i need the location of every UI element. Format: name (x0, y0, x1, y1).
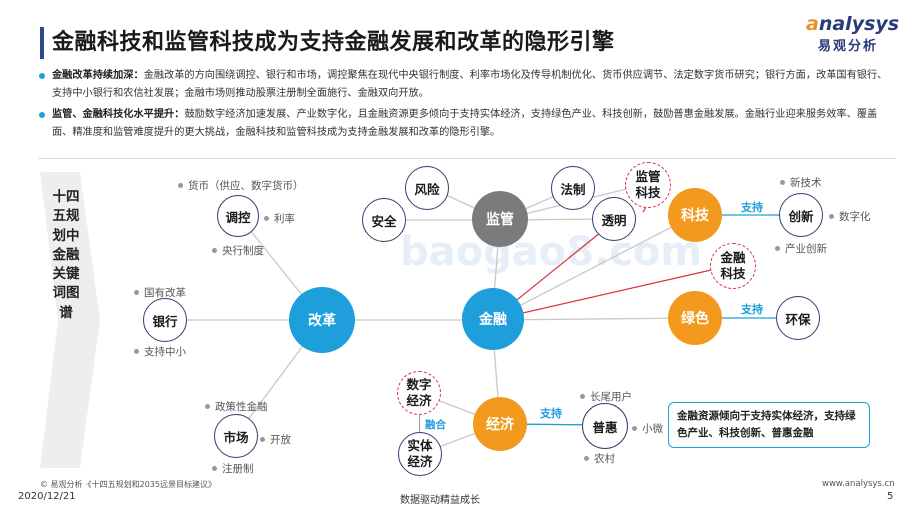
footer-url: www.analysys.cn (822, 479, 895, 489)
node-chuangxin: 创新 (779, 193, 823, 237)
analysys-logo: analysys 易观分析 (806, 13, 906, 54)
support-label-keji: 支持 (741, 201, 763, 214)
title-accent-bar (40, 27, 44, 59)
label-dot-icon (205, 403, 210, 409)
node-anquan: 安全 (362, 198, 406, 242)
support-label-lvse: 支持 (741, 303, 763, 316)
node-huanbao: 环保 (776, 296, 820, 340)
summary-bullets: 金融改革持续加深：金融改革的方向围绕调控、银行和市场，调控聚焦在现代中央银行制度… (38, 67, 896, 145)
node-keji: 科技 (668, 188, 722, 242)
ronghe-label: 融合 (425, 419, 446, 431)
bullet-dot-icon (39, 73, 45, 79)
bullet-body: 金融改革的方向围绕调控、银行和市场，调控聚焦在现代中央银行制度、利率市场化及传导… (52, 70, 888, 99)
bullet-dot-icon (39, 112, 45, 118)
bullet-item: 监管、金融科技化水平提升：鼓励数字经济加速发展、产业数字化，且金融资源更多倾向于… (38, 106, 896, 142)
node-jinrong-keji: 金融科技 (710, 243, 756, 289)
label-dot-icon (780, 179, 785, 185)
label-huobi: 货币（供应、数字货币） (178, 178, 304, 193)
label-shuzihua: 数字化 (829, 209, 871, 224)
node-shichang: 市场 (214, 414, 258, 458)
node-jinrong: 金融 (462, 288, 524, 350)
label-dot-icon (775, 245, 780, 251)
side-vertical-label: 十四五规划中金融关键词图谱 (52, 189, 80, 321)
label-changwei: 长尾用户 (580, 389, 632, 404)
label-zhuce: 注册制 (212, 461, 254, 476)
callout-box: 金融资源倾向于支持实体经济，支持绿色产业、科技创新、普惠金融 (668, 402, 870, 448)
bullet-body: 鼓励数字经济加速发展、产业数字化，且金融资源更多倾向于支持实体经济，支持绿色产业… (52, 109, 878, 138)
label-dot-icon (178, 182, 183, 188)
footer-tagline: 数据驱动精益成长 (400, 495, 480, 506)
node-jianguan-keji: 监管科技 (625, 162, 671, 208)
page-title: 金融科技和监管科技成为支持金融发展和改革的隐形引擎 (52, 30, 615, 55)
node-jianguan: 监管 (472, 191, 528, 247)
node-gaige: 改革 (289, 287, 355, 353)
footer-date: 2020/12/21 (18, 491, 76, 502)
label-xiaowei: 小微 (632, 421, 663, 436)
node-shuzi-jingji: 数字经济 (397, 371, 441, 415)
label-lilv: 利率 (264, 211, 295, 226)
bullet-item: 金融改革持续加深：金融改革的方向围绕调控、银行和市场，调控聚焦在现代中央银行制度… (38, 67, 896, 103)
node-shiti-jingji: 实体经济 (398, 432, 442, 476)
label-dot-icon (134, 289, 139, 295)
label-xinjishu: 新技术 (780, 175, 822, 190)
node-fazhi: 法制 (551, 166, 595, 210)
node-lvse: 绿色 (668, 291, 722, 345)
logo-cn-name: 易观分析 (818, 39, 879, 54)
bullet-heading: 监管、金融科技化水平提升： (52, 109, 185, 120)
support-label-jingji: 支持 (540, 407, 562, 420)
label-dot-icon (212, 247, 217, 253)
node-jingji: 经济 (473, 397, 527, 451)
label-zhongxiao: 支持中小 (134, 344, 186, 359)
label-kaifang: 开放 (260, 432, 291, 447)
logo-letter-a: a (806, 13, 819, 35)
label-nongcun: 农村 (584, 451, 615, 466)
label-dot-icon (212, 465, 217, 471)
label-dot-icon (260, 436, 265, 442)
label-dot-icon (134, 348, 139, 354)
label-dot-icon (264, 215, 269, 221)
side-chevron-shape (40, 172, 100, 468)
node-yinhang: 银行 (143, 298, 187, 342)
node-puhui: 普惠 (582, 403, 628, 449)
label-chanye: 产业创新 (775, 241, 827, 256)
label-zhengce: 政策性金融 (205, 399, 268, 414)
footer-source: © 易观分析 ·《十四五规划和2035远景目标建议》 (40, 480, 216, 489)
page-number: 5 (887, 491, 894, 502)
bullet-heading: 金融改革持续加深： (52, 70, 144, 81)
label-dot-icon (580, 393, 585, 399)
label-dot-icon (584, 455, 589, 461)
label-dot-icon (632, 425, 637, 431)
node-fengxian: 风险 (405, 166, 449, 210)
watermark-text: baogao8.com (400, 229, 702, 275)
label-guoyou: 国有改革 (134, 285, 186, 300)
node-touming: 透明 (592, 197, 636, 241)
section-divider (38, 158, 896, 159)
label-dot-icon (829, 213, 834, 219)
node-tiaokong: 调控 (217, 195, 259, 237)
logo-wordmark: nalysys (818, 13, 900, 35)
label-yangxing: 央行制度 (212, 243, 264, 258)
